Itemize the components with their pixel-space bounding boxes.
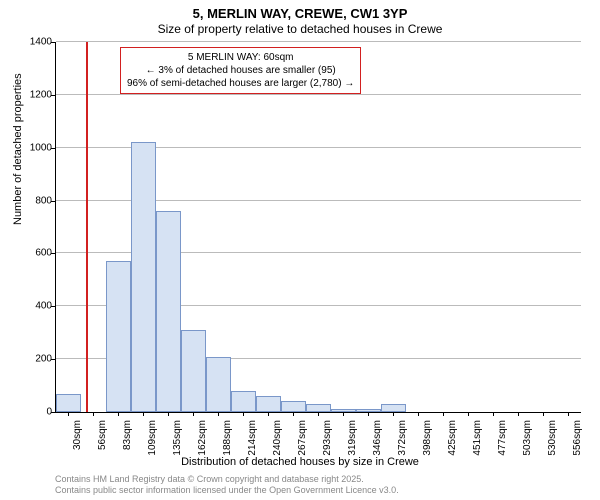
histogram-bar — [181, 330, 206, 412]
footer-line2: Contains public sector information licen… — [55, 485, 399, 496]
x-tick-mark — [468, 412, 469, 416]
chart-plot-area — [55, 42, 581, 413]
histogram-bar — [56, 394, 81, 413]
x-tick-mark — [193, 412, 194, 416]
x-tick-mark — [118, 412, 119, 416]
x-tick-mark — [168, 412, 169, 416]
x-tick-mark — [343, 412, 344, 416]
y-tick-label: 600 — [12, 248, 52, 259]
x-tick-mark — [293, 412, 294, 416]
x-tick-mark — [568, 412, 569, 416]
x-tick-mark — [68, 412, 69, 416]
histogram-bar — [206, 357, 231, 413]
x-tick-mark — [393, 412, 394, 416]
y-tick-label: 0 — [12, 407, 52, 418]
x-axis-label: Distribution of detached houses by size … — [0, 456, 600, 468]
y-tick-label: 200 — [12, 354, 52, 365]
histogram-bar — [281, 401, 306, 412]
x-tick-mark — [418, 412, 419, 416]
annotation-line3: 96% of semi-detached houses are larger (… — [127, 77, 354, 90]
footer-attribution: Contains HM Land Registry data © Crown c… — [55, 474, 399, 496]
y-tick-label: 800 — [12, 195, 52, 206]
y-tick-label: 400 — [12, 301, 52, 312]
x-tick-mark — [543, 412, 544, 416]
x-tick-mark — [218, 412, 219, 416]
y-tick-label: 1000 — [12, 142, 52, 153]
annotation-box: 5 MERLIN WAY: 60sqm ← 3% of detached hou… — [120, 47, 361, 94]
histogram-bar — [356, 409, 381, 412]
histogram-bar — [131, 142, 156, 412]
x-tick-mark — [243, 412, 244, 416]
annotation-line1: 5 MERLIN WAY: 60sqm — [127, 51, 354, 64]
histogram-bar — [256, 396, 281, 412]
footer-line1: Contains HM Land Registry data © Crown c… — [55, 474, 399, 485]
histogram-bar — [381, 404, 406, 412]
histogram-bar — [231, 391, 256, 412]
x-tick-mark — [443, 412, 444, 416]
histogram-bar — [106, 261, 131, 412]
x-tick-mark — [318, 412, 319, 416]
x-tick-mark — [368, 412, 369, 416]
x-tick-mark — [518, 412, 519, 416]
grid-line — [56, 41, 581, 42]
histogram-bar — [331, 409, 356, 412]
histogram-bar — [156, 211, 181, 412]
annotation-line2: ← 3% of detached houses are smaller (95) — [127, 64, 354, 77]
chart-title-main: 5, MERLIN WAY, CREWE, CW1 3YP — [0, 6, 600, 21]
x-tick-mark — [493, 412, 494, 416]
chart-title-sub: Size of property relative to detached ho… — [0, 22, 600, 36]
x-tick-mark — [93, 412, 94, 416]
y-tick-label: 1200 — [12, 89, 52, 100]
grid-line — [56, 94, 581, 95]
histogram-bar — [306, 404, 331, 412]
x-tick-mark — [143, 412, 144, 416]
property-marker-line — [86, 42, 88, 412]
y-tick-label: 1400 — [12, 37, 52, 48]
x-tick-mark — [268, 412, 269, 416]
